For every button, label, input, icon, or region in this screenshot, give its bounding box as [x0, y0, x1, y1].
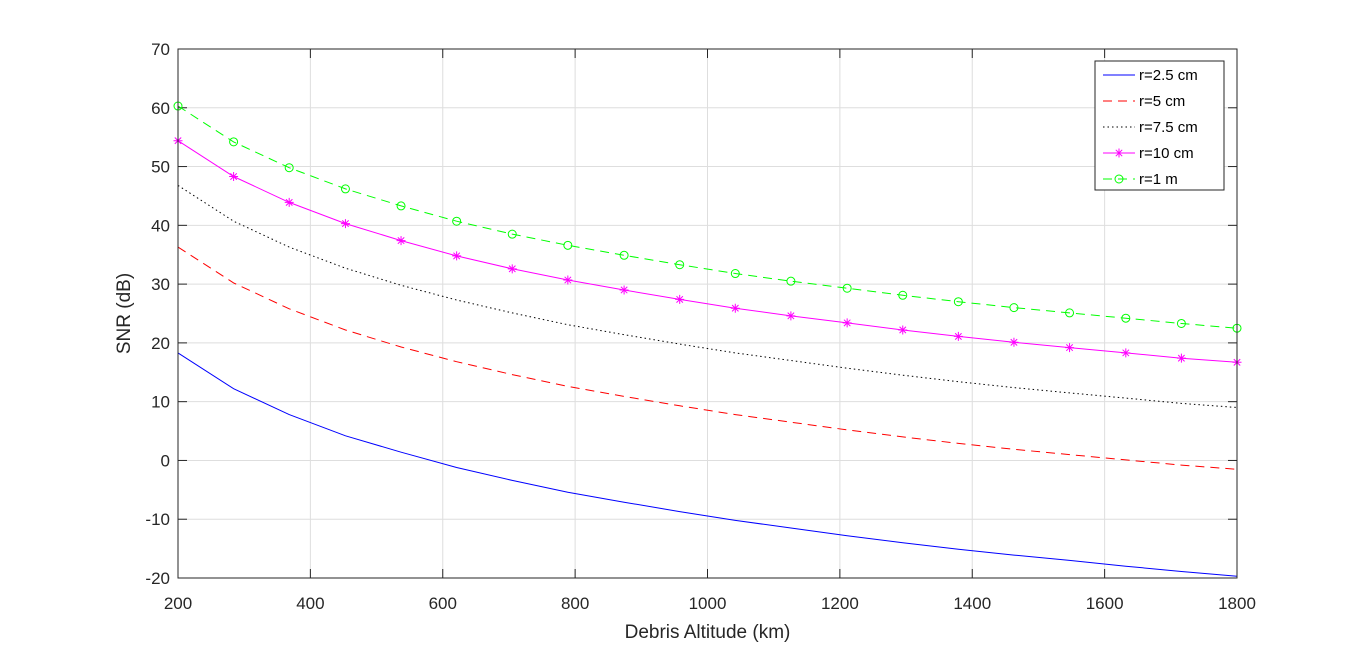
series-line [177, 105, 1238, 329]
series-1 [177, 246, 1238, 470]
y-tick-label: 50 [151, 158, 170, 177]
y-tick-label: -10 [145, 510, 170, 529]
data-point-marker [730, 269, 740, 279]
data-point-marker [1176, 318, 1186, 328]
data-point-marker [229, 172, 239, 182]
data-point-marker [229, 137, 239, 147]
legend-entry: r=2.5 cm [1103, 67, 1198, 84]
grid-lines [177, 48, 1238, 579]
axis-ticks: 200 400 600 800 1000 1200 1400 1600 1800 -20 -10 0 1… [145, 40, 1255, 613]
data-point-marker [1176, 353, 1186, 363]
data-point-marker [619, 285, 629, 295]
legend-box [1094, 60, 1225, 191]
series-0 [177, 352, 1238, 577]
x-tick-label: 600 [429, 594, 457, 613]
x-tick-label: 800 [561, 594, 589, 613]
legend-marker [1114, 148, 1124, 158]
data-point-marker [396, 236, 406, 246]
data-point-marker [284, 197, 294, 207]
y-tick-label: 60 [151, 99, 170, 118]
legend-marker [1114, 174, 1124, 184]
x-tick-label: 1400 [953, 594, 991, 613]
y-tick-label: 0 [161, 451, 170, 470]
x-tick-label: 1600 [1086, 594, 1124, 613]
data-point-marker [786, 311, 796, 321]
series-line [177, 352, 1238, 577]
data-point-marker [730, 303, 740, 313]
legend-entry: r=7.5 cm [1103, 119, 1198, 136]
data-point-marker [1065, 343, 1075, 353]
y-tick-label: 70 [151, 40, 170, 59]
data-point-marker [452, 216, 462, 226]
data-point-marker [563, 240, 573, 250]
series-line [177, 246, 1238, 470]
data-point-marker [898, 325, 908, 335]
data-point-marker [340, 219, 350, 229]
legend-entry: r=5 cm [1103, 93, 1185, 110]
series-2 [177, 184, 1238, 408]
legend-label: r=2.5 cm [1139, 67, 1198, 84]
data-point-marker [1009, 337, 1019, 347]
legend-label: r=7.5 cm [1139, 119, 1198, 136]
data-point-marker [1009, 303, 1019, 313]
x-tick-label: 400 [296, 594, 324, 613]
data-point-marker [953, 331, 963, 341]
series-4 [173, 101, 1242, 333]
plot-area-border [177, 48, 1238, 579]
data-point-marker [842, 283, 852, 293]
x-tick-label: 1000 [689, 594, 727, 613]
data-point-marker [1121, 313, 1131, 323]
series-line [177, 184, 1238, 408]
x-axis-title: Debris Altitude (km) [625, 622, 791, 643]
legend-label: r=5 cm [1139, 93, 1185, 110]
data-point-marker [619, 250, 629, 260]
data-point-marker [842, 318, 852, 328]
data-point-marker [953, 297, 963, 307]
x-tick-label: 1800 [1218, 594, 1256, 613]
series-lines [173, 101, 1242, 577]
data-point-marker [507, 264, 517, 274]
x-tick-label: 200 [164, 594, 192, 613]
series-3 [173, 136, 1242, 367]
data-point-marker [1121, 348, 1131, 358]
y-tick-label: 20 [151, 334, 170, 353]
legend-label: r=1 m [1139, 171, 1178, 188]
data-point-marker [1065, 308, 1075, 318]
data-point-marker [452, 251, 462, 261]
y-tick-label: -20 [145, 569, 170, 588]
data-point-marker [898, 290, 908, 300]
data-point-marker [284, 163, 294, 173]
y-tick-label: 40 [151, 216, 170, 235]
data-point-marker [675, 260, 685, 270]
legend-entry: r=1 m [1103, 171, 1178, 188]
y-tick-label: 10 [151, 393, 170, 412]
data-point-marker [396, 201, 406, 211]
series-line [177, 140, 1238, 363]
data-point-marker [675, 294, 685, 304]
x-tick-label: 1200 [821, 594, 859, 613]
legend-entry: r=10 cm [1103, 145, 1194, 162]
data-point-marker [507, 229, 517, 239]
legend: r=2.5 cm r=5 cm r=7.5 cm r=10 cm r=1 m [1094, 60, 1225, 191]
data-point-marker [786, 276, 796, 286]
data-point-marker [563, 275, 573, 285]
y-axis-title: SNR (dB) [114, 273, 135, 354]
legend-label: r=10 cm [1139, 145, 1194, 162]
data-point-marker [340, 184, 350, 194]
y-tick-label: 30 [151, 275, 170, 294]
